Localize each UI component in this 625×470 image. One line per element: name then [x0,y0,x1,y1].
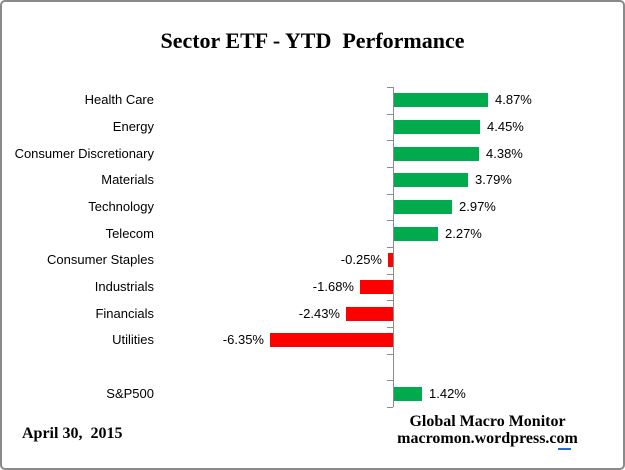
category-label-energy: Energy [112,119,154,134]
category-label-health-care: Health Care [84,92,154,107]
value-label-technology: 2.97% [459,199,496,214]
axis-tick [387,194,393,195]
bar-utilities [270,333,393,347]
zero-axis-line [393,87,394,407]
axis-tick [387,140,393,141]
value-label-financials: -2.43% [298,306,340,321]
category-label-financials: Financials [95,306,154,321]
bar-industrials [360,280,393,294]
axis-tick [387,380,393,381]
axis-tick [387,167,393,168]
axis-tick [387,300,393,301]
axis-tick [387,354,393,355]
value-label-consumer-staples: -0.25% [340,252,382,267]
value-label-telecom: 2.27% [445,226,482,241]
bar-technology [394,200,452,214]
credit-block: Global Macro Monitor macromon.wordpress.… [385,413,590,447]
category-label-consumer-staples: Consumer Staples [47,252,154,267]
text-cursor-artifact [558,448,571,450]
category-label-materials: Materials [101,172,154,187]
axis-tick [387,274,393,275]
value-label-utilities: -6.35% [222,332,264,347]
axis-tick [387,220,393,221]
value-label-energy: 4.45% [487,119,524,134]
axis-tick [387,327,393,328]
credit-line-1: Global Macro Monitor [409,413,566,430]
bar-telecom [394,227,438,241]
value-label-health-care: 4.87% [495,92,532,107]
category-label-utilities: Utilities [112,332,154,347]
bar-financials [346,307,393,321]
value-label-s-p500: 1.42% [429,386,466,401]
bar-energy [394,120,480,134]
credit-line-2: macromon.wordpress.com [397,430,578,447]
category-label-telecom: Telecom [105,226,154,241]
chart-title: Sector ETF - YTD Performance [160,28,465,53]
axis-tick [387,407,393,408]
date-label: April 30, 2015 [22,425,123,442]
category-label-industrials: Industrials [94,279,154,294]
bar-health-care [394,93,488,107]
axis-tick [387,114,393,115]
bar-materials [394,173,468,187]
bar-consumer-discretionary [394,147,479,161]
category-label-s-p500: S&P500 [106,386,154,401]
axis-tick [387,87,393,88]
category-label-technology: Technology [88,199,154,214]
bar-s-p500 [394,387,422,401]
axis-tick [387,247,393,248]
bar-consumer-staples [388,253,393,267]
value-label-consumer-discretionary: 4.38% [486,146,523,161]
value-label-materials: 3.79% [475,172,512,187]
category-label-consumer-discretionary: Consumer Discretionary [14,146,154,161]
value-label-industrials: -1.68% [312,279,354,294]
